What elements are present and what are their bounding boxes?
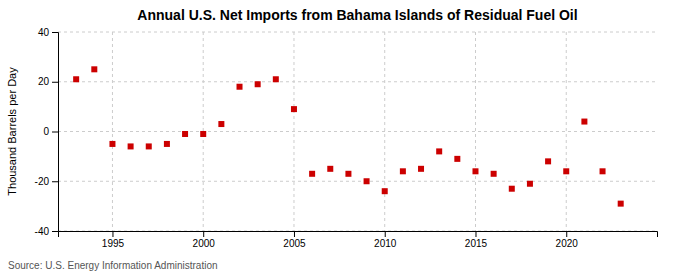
point [146,143,152,149]
grid-line-x [112,32,113,231]
grid-line-x [293,32,294,231]
tick-label: -20 [35,176,50,187]
point [200,131,206,137]
tick-mark [566,231,567,237]
tick: 2000 [193,231,216,249]
title: Annual U.S. Net Imports from Bahama Isla… [137,7,577,23]
chart-svg: 1995 2000 2005 2010 2015 2020 -40 -20 0 20 40 Annua… [0,0,675,275]
point [600,168,606,174]
tick-mark [475,231,476,237]
point [454,156,460,162]
y-axis: -40 -20 0 20 40 [35,27,59,237]
grid-line-y [58,131,657,132]
tick: 2015 [465,231,488,249]
tick: 20 [38,76,58,87]
tick-mark [203,231,204,237]
tick-mark [385,231,386,237]
tick-mark [52,132,58,133]
point [382,188,388,194]
point [73,76,79,82]
tick: 2010 [374,231,397,249]
point [182,131,188,137]
tick-label: 20 [38,76,50,87]
point [581,119,587,125]
tick-mark [52,82,58,83]
tick-label: 1995 [102,238,125,249]
point [418,166,424,172]
grid-line-y [58,81,657,82]
tick-label: 2005 [283,238,306,249]
tick-label: -40 [35,226,50,237]
tick-label: 40 [38,27,50,38]
tick: 2005 [283,231,306,249]
point [91,66,97,72]
point [164,141,170,147]
axis-line [59,232,658,238]
point [291,106,297,112]
tick-mark [52,231,58,232]
point [527,181,533,187]
tick: 1995 [102,231,125,249]
point [545,158,551,164]
tick-mark [52,32,58,33]
point [472,168,478,174]
point [563,168,569,174]
point [309,171,315,177]
tick: 0 [43,126,58,137]
point [491,171,497,177]
point [364,178,370,184]
grid-line-x [475,32,476,231]
tick-label: 2000 [193,238,216,249]
tick-mark [52,181,58,182]
tick: -40 [35,226,58,237]
tick: -20 [35,176,58,187]
tick: 2020 [556,231,579,249]
grid [58,32,657,231]
point [436,148,442,154]
point [400,168,406,174]
chart-container: 1995 2000 2005 2010 2015 2020 -40 -20 0 20 40 Annua… [0,0,675,275]
grid-line-y [58,32,657,33]
plot-area: 1995 2000 2005 2010 2015 2020 -40 -20 0 20 40 [35,27,658,249]
points [73,66,624,206]
grid-line-x [566,32,567,231]
grid-line-y [58,181,657,182]
point [109,141,115,147]
tick-mark [112,231,113,237]
point [218,121,224,127]
annotation: Source: U.S. Energy Information Administ… [8,260,218,271]
point [128,143,134,149]
grid-line-x [384,32,385,231]
x-axis: 1995 2000 2005 2010 2015 2020 [59,231,658,249]
tick-label: 2010 [374,238,397,249]
axis-line [52,33,59,232]
point [255,81,261,87]
tick-label: 2015 [465,238,488,249]
point [509,186,515,192]
tick-label: 2020 [556,238,579,249]
tick-label: 0 [43,126,49,137]
point [618,201,624,207]
tick-mark [294,231,295,237]
tick: 40 [38,27,58,38]
point [327,166,333,172]
point [345,171,351,177]
point [237,84,243,90]
y-axis-label: Thousand Barrels per Day [6,67,18,196]
point [273,76,279,82]
